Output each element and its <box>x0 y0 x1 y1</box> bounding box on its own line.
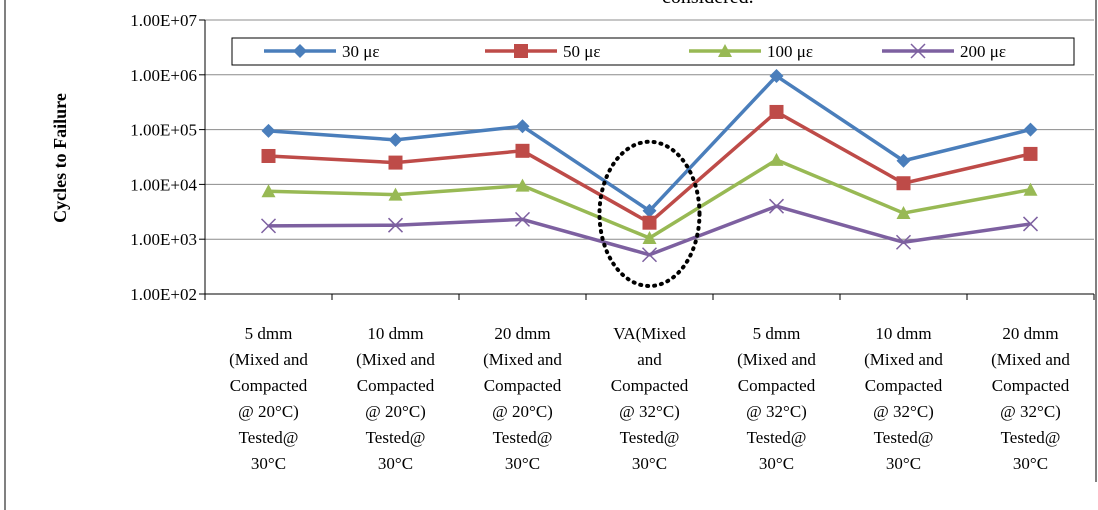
x-category-label-line: 20 dmm <box>1002 324 1058 343</box>
data-point <box>896 153 911 168</box>
x-category-label-line: 30°C <box>251 454 286 473</box>
x-category-label: 5 dmm (Mixed and Compacted @ 32°C) Tested@ 30… <box>737 324 816 473</box>
data-point <box>768 198 785 214</box>
x-category-label: VA(Mixed and Compacted @ 32°C) Tested@ 30°C <box>611 324 689 473</box>
x-category-label: 20 dmm (Mixed and Compacted @ 20°C) Tested@ 3… <box>483 324 562 473</box>
x-category-label-line: @ 32°C) <box>873 402 934 421</box>
x-category-label-line: Compacted <box>738 376 816 395</box>
y-tick-label: 1.00E+07 <box>130 11 197 30</box>
data-point <box>1023 146 1038 161</box>
data-point <box>641 247 658 263</box>
x-category-label-line: 5 dmm <box>245 324 293 343</box>
data-point <box>388 155 403 170</box>
legend-label: 100 με <box>767 42 813 61</box>
x-category-label-line: @ 32°C) <box>1000 402 1061 421</box>
x-category-label: 10 dmm (Mixed and Compacted @ 20°C) Tested@ 3… <box>356 324 435 473</box>
data-point <box>387 217 404 233</box>
x-category-label-line: Compacted <box>865 376 943 395</box>
data-point <box>515 178 530 192</box>
legend-label: 30 με <box>342 42 380 61</box>
data-point <box>261 148 276 163</box>
x-category-label-line: 20 dmm <box>494 324 550 343</box>
y-tick-label: 1.00E+04 <box>130 175 197 194</box>
data-point <box>769 69 784 84</box>
top-caption: considered. <box>662 0 862 9</box>
x-category-label-line: (Mixed and <box>737 350 816 369</box>
x-category-label-line: 30°C <box>1013 454 1048 473</box>
legend-label: 200 με <box>960 42 1006 61</box>
legend-marker <box>514 44 528 58</box>
data-point <box>896 206 911 220</box>
x-category-label-line: 30°C <box>632 454 667 473</box>
y-axis-title: Cycles to Failure <box>50 93 70 223</box>
y-tick-label: 1.00E+05 <box>130 121 197 140</box>
x-category-label-line: @ 20°C) <box>492 402 553 421</box>
x-category-label-line: 30°C <box>886 454 921 473</box>
x-category-label-line: Tested@ <box>620 428 680 447</box>
data-point <box>515 143 530 158</box>
x-category-label-line: Tested@ <box>239 428 299 447</box>
x-category-label-line: @ 20°C) <box>238 402 299 421</box>
data-point <box>260 218 277 234</box>
x-category-label-line: (Mixed and <box>864 350 943 369</box>
dotted-ellipse-annotation <box>597 139 702 288</box>
x-category-label-line: @ 20°C) <box>365 402 426 421</box>
x-category-label-line: (Mixed and <box>356 350 435 369</box>
data-point <box>515 119 530 134</box>
data-point <box>1022 216 1039 232</box>
legend-marker <box>293 44 307 58</box>
data-point <box>642 203 657 218</box>
x-category-label-line: 10 dmm <box>367 324 423 343</box>
x-category-label-line: 30°C <box>505 454 540 473</box>
x-category-label-line: 5 dmm <box>753 324 801 343</box>
data-point <box>1023 182 1038 196</box>
data-point <box>642 215 657 230</box>
data-point <box>261 184 276 198</box>
x-category-label-line: and <box>637 350 662 369</box>
data-point <box>896 176 911 191</box>
data-point <box>769 152 784 166</box>
data-point <box>388 132 403 147</box>
x-category-label-line: Tested@ <box>366 428 426 447</box>
data-point <box>1023 122 1038 137</box>
x-category-label-line: Compacted <box>484 376 562 395</box>
x-category-label-line: Tested@ <box>493 428 553 447</box>
x-category-label: 10 dmm (Mixed and Compacted @ 32°C) Tested@ 3… <box>864 324 943 473</box>
x-category-label-line: Compacted <box>992 376 1070 395</box>
x-category-label-line: 10 dmm <box>875 324 931 343</box>
y-tick-label: 1.00E+02 <box>130 285 197 304</box>
x-category-label-line: Tested@ <box>1001 428 1061 447</box>
x-category-label-line: Tested@ <box>874 428 934 447</box>
x-category-label-line: (Mixed and <box>229 350 308 369</box>
x-category-label: 20 dmm (Mixed and Compacted @ 32°C) Tested@ 3… <box>991 324 1070 473</box>
x-category-label-line: VA(Mixed <box>613 324 686 343</box>
x-category-label-line: @ 32°C) <box>619 402 680 421</box>
y-tick-label: 1.00E+06 <box>130 66 197 85</box>
data-point <box>388 187 403 201</box>
x-category-label-line: Compacted <box>611 376 689 395</box>
x-category-label-line: 30°C <box>759 454 794 473</box>
series-line <box>268 74 1031 213</box>
data-point <box>642 231 657 245</box>
x-category-label-line: Tested@ <box>747 428 807 447</box>
x-category-label-line: 30°C <box>378 454 413 473</box>
legend-marker <box>910 43 926 59</box>
data-point <box>895 234 912 250</box>
legend-label: 50 με <box>563 42 601 61</box>
x-category-label-line: Compacted <box>230 376 308 395</box>
x-category-label-line: Compacted <box>357 376 435 395</box>
data-point <box>514 211 531 227</box>
legend-marker <box>718 44 732 57</box>
x-category-label-line: (Mixed and <box>991 350 1070 369</box>
data-point <box>769 104 784 119</box>
x-category-label-line: (Mixed and <box>483 350 562 369</box>
x-category-label-line: @ 32°C) <box>746 402 807 421</box>
x-category-label: 5 dmm (Mixed and Compacted @ 20°C) Tested@ 30… <box>229 324 308 473</box>
y-tick-label: 1.00E+03 <box>130 230 197 249</box>
data-point <box>261 123 276 138</box>
